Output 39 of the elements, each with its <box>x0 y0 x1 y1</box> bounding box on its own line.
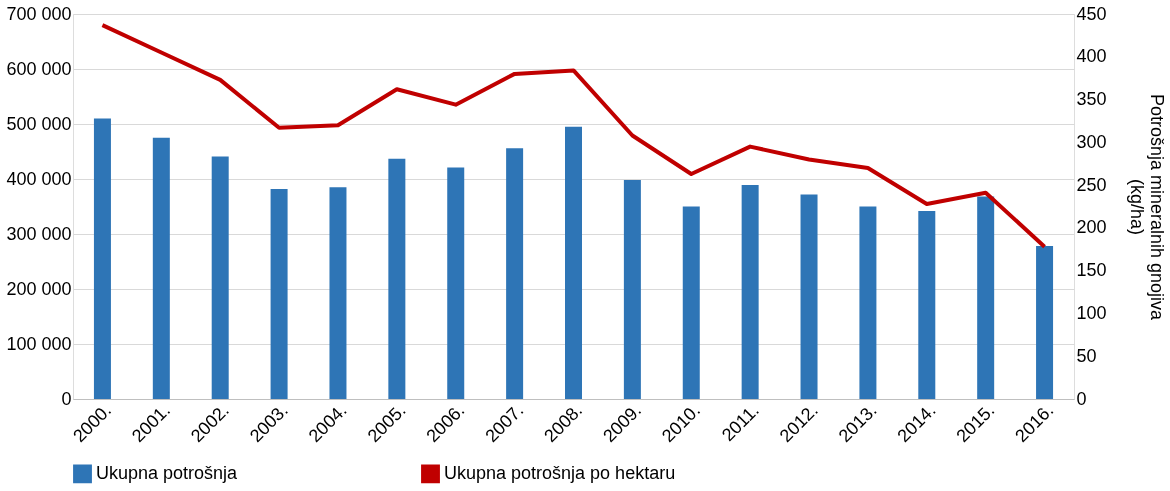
bar <box>447 167 465 399</box>
bar <box>270 188 288 399</box>
bar <box>859 206 877 399</box>
y2-tick-label: 250 <box>1076 174 1107 195</box>
bar <box>565 126 582 399</box>
bar <box>1036 246 1054 399</box>
y-tick-label: 500 000 <box>6 113 72 134</box>
bar <box>977 196 995 399</box>
y-tick-label: 100 000 <box>6 333 72 354</box>
y-tick-label: 0 <box>61 388 72 409</box>
y2-tick-label: 300 <box>1076 131 1107 152</box>
y2-tick-label: 450 <box>1076 3 1107 24</box>
bar <box>623 180 641 399</box>
bar <box>388 158 406 399</box>
legend-label: Ukupna potrošnja <box>96 462 239 483</box>
y2-tick-label: 0 <box>1076 388 1087 409</box>
y2-tick-label: 100 <box>1076 302 1107 323</box>
y-tick-label: 600 000 <box>6 58 72 79</box>
y-tick-label: 400 000 <box>6 168 72 189</box>
line-series <box>100 23 1047 249</box>
y2-tick-label: 400 <box>1076 46 1107 67</box>
bar <box>93 118 111 399</box>
bar <box>152 137 170 399</box>
bar <box>800 194 818 399</box>
y-tick-label: 300 000 <box>6 223 72 244</box>
bar <box>918 210 936 399</box>
y2-tick-label: 50 <box>1076 345 1097 366</box>
y2-tick-label: 350 <box>1076 89 1107 110</box>
y2-tick-label: 150 <box>1076 260 1107 281</box>
y2-tick-label: 200 <box>1076 217 1107 238</box>
legend-label: Ukupna potrošnja po hektaru <box>444 462 676 483</box>
bar <box>211 156 229 399</box>
bar <box>682 206 700 399</box>
y2-axis-title: Potrošnja mineralnih gnojiva (kg/ha) <box>1126 93 1167 322</box>
bar <box>741 185 759 399</box>
bar <box>506 148 524 399</box>
y-tick-label: 700 000 <box>6 3 72 24</box>
y-tick-label: 200 000 <box>6 278 72 299</box>
bar <box>329 187 347 399</box>
